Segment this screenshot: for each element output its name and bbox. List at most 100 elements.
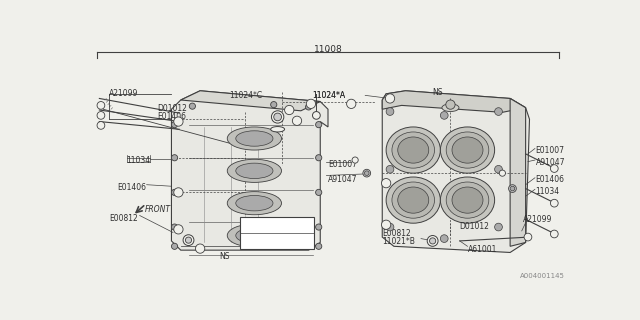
Circle shape: [274, 113, 282, 121]
Polygon shape: [510, 99, 525, 246]
Ellipse shape: [271, 127, 285, 132]
Text: A61001: A61001: [467, 245, 497, 254]
Text: 1: 1: [248, 222, 252, 228]
Circle shape: [172, 224, 178, 230]
Text: E01406: E01406: [117, 183, 146, 192]
Text: E00812: E00812: [109, 214, 138, 223]
Circle shape: [195, 244, 205, 253]
Text: A91047: A91047: [328, 175, 358, 184]
Circle shape: [285, 105, 294, 115]
Circle shape: [183, 235, 194, 245]
Text: 1: 1: [287, 107, 291, 113]
Ellipse shape: [227, 192, 282, 215]
Circle shape: [446, 100, 455, 109]
Text: 2: 2: [176, 226, 180, 232]
Polygon shape: [180, 91, 320, 111]
Text: 2: 2: [198, 246, 202, 252]
Circle shape: [363, 169, 371, 177]
Circle shape: [316, 224, 322, 230]
Circle shape: [316, 122, 322, 128]
Circle shape: [381, 220, 391, 229]
Circle shape: [499, 170, 506, 176]
Circle shape: [385, 94, 395, 103]
Text: A21099: A21099: [524, 215, 553, 225]
Circle shape: [316, 189, 322, 196]
Text: 2: 2: [295, 118, 299, 124]
Ellipse shape: [440, 127, 495, 173]
Text: E01007: E01007: [536, 146, 564, 155]
Text: 2: 2: [388, 95, 392, 101]
Polygon shape: [382, 91, 529, 252]
Circle shape: [172, 243, 178, 249]
Circle shape: [550, 199, 558, 207]
Ellipse shape: [227, 127, 282, 150]
Ellipse shape: [440, 177, 495, 223]
Circle shape: [428, 236, 438, 246]
Circle shape: [305, 104, 312, 110]
Circle shape: [97, 101, 105, 109]
Circle shape: [364, 171, 369, 175]
Text: A91047: A91047: [536, 158, 565, 167]
Circle shape: [174, 188, 183, 197]
Circle shape: [495, 108, 502, 116]
Circle shape: [316, 243, 322, 249]
Text: NS: NS: [433, 88, 443, 97]
Ellipse shape: [392, 132, 435, 168]
Circle shape: [271, 111, 284, 123]
Circle shape: [509, 185, 516, 192]
Text: E00812: E00812: [382, 229, 411, 238]
Text: FRONT: FRONT: [145, 205, 171, 214]
Ellipse shape: [236, 228, 273, 243]
Circle shape: [246, 221, 253, 228]
Circle shape: [174, 225, 183, 234]
Circle shape: [386, 223, 394, 231]
Circle shape: [292, 116, 301, 125]
Circle shape: [172, 189, 178, 196]
Circle shape: [316, 155, 322, 161]
Polygon shape: [172, 91, 328, 250]
Circle shape: [386, 108, 394, 116]
Circle shape: [174, 117, 183, 126]
Text: D01012: D01012: [460, 222, 490, 231]
Ellipse shape: [386, 127, 440, 173]
Text: 11024*B: 11024*B: [257, 237, 291, 246]
Text: NS: NS: [220, 252, 230, 261]
Polygon shape: [382, 91, 525, 112]
Circle shape: [440, 235, 448, 243]
Text: A004001145: A004001145: [520, 273, 564, 279]
Circle shape: [524, 233, 532, 241]
Text: 2: 2: [176, 189, 180, 196]
Text: 11021*B: 11021*B: [382, 237, 415, 246]
Text: 11024*C: 11024*C: [229, 91, 262, 100]
Text: E01007: E01007: [328, 160, 357, 169]
Circle shape: [172, 122, 178, 128]
Text: 2: 2: [384, 222, 388, 228]
Text: 11024*A: 11024*A: [312, 91, 346, 100]
Ellipse shape: [446, 132, 489, 168]
Ellipse shape: [236, 163, 273, 179]
Text: E01406: E01406: [536, 175, 564, 184]
Text: 2: 2: [248, 238, 252, 244]
Circle shape: [381, 179, 391, 188]
Circle shape: [186, 237, 191, 243]
Text: 11008: 11008: [314, 44, 342, 53]
Ellipse shape: [397, 187, 429, 213]
Text: A21099: A21099: [109, 89, 138, 98]
Text: D01012: D01012: [157, 104, 188, 113]
Ellipse shape: [452, 137, 483, 163]
Text: 0370S: 0370S: [257, 221, 282, 230]
Circle shape: [352, 157, 358, 163]
Circle shape: [510, 186, 515, 191]
Circle shape: [97, 112, 105, 119]
Circle shape: [440, 112, 448, 119]
Circle shape: [495, 165, 502, 173]
Text: 11034: 11034: [127, 156, 150, 165]
Circle shape: [550, 165, 558, 172]
Circle shape: [307, 99, 316, 108]
Text: 11024*A: 11024*A: [312, 91, 346, 100]
Ellipse shape: [392, 182, 435, 218]
Circle shape: [189, 103, 195, 109]
Circle shape: [495, 223, 502, 231]
Circle shape: [386, 165, 394, 173]
Ellipse shape: [446, 182, 489, 218]
